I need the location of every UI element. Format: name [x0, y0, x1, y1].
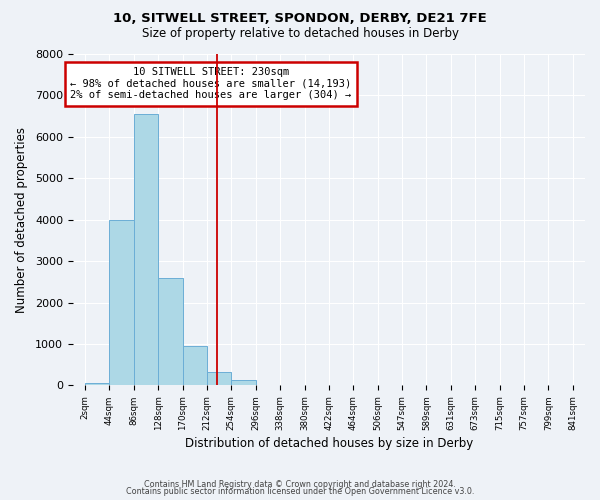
Bar: [85, 384, 109, 386]
Text: 10, SITWELL STREET, SPONDON, DERBY, DE21 7FE: 10, SITWELL STREET, SPONDON, DERBY, DE21…: [113, 12, 487, 26]
Bar: [232, 380, 256, 386]
X-axis label: Distribution of detached houses by size in Derby: Distribution of detached houses by size …: [185, 437, 473, 450]
Text: 10 SITWELL STREET: 230sqm
← 98% of detached houses are smaller (14,193)
2% of se: 10 SITWELL STREET: 230sqm ← 98% of detac…: [70, 68, 352, 100]
Bar: [207, 372, 232, 386]
Bar: [158, 278, 182, 386]
Text: Contains HM Land Registry data © Crown copyright and database right 2024.: Contains HM Land Registry data © Crown c…: [144, 480, 456, 489]
Y-axis label: Number of detached properties: Number of detached properties: [15, 126, 28, 312]
Bar: [134, 114, 158, 386]
Bar: [182, 346, 207, 386]
Text: Size of property relative to detached houses in Derby: Size of property relative to detached ho…: [142, 28, 458, 40]
Bar: [109, 220, 134, 386]
Text: Contains public sector information licensed under the Open Government Licence v3: Contains public sector information licen…: [126, 488, 474, 496]
